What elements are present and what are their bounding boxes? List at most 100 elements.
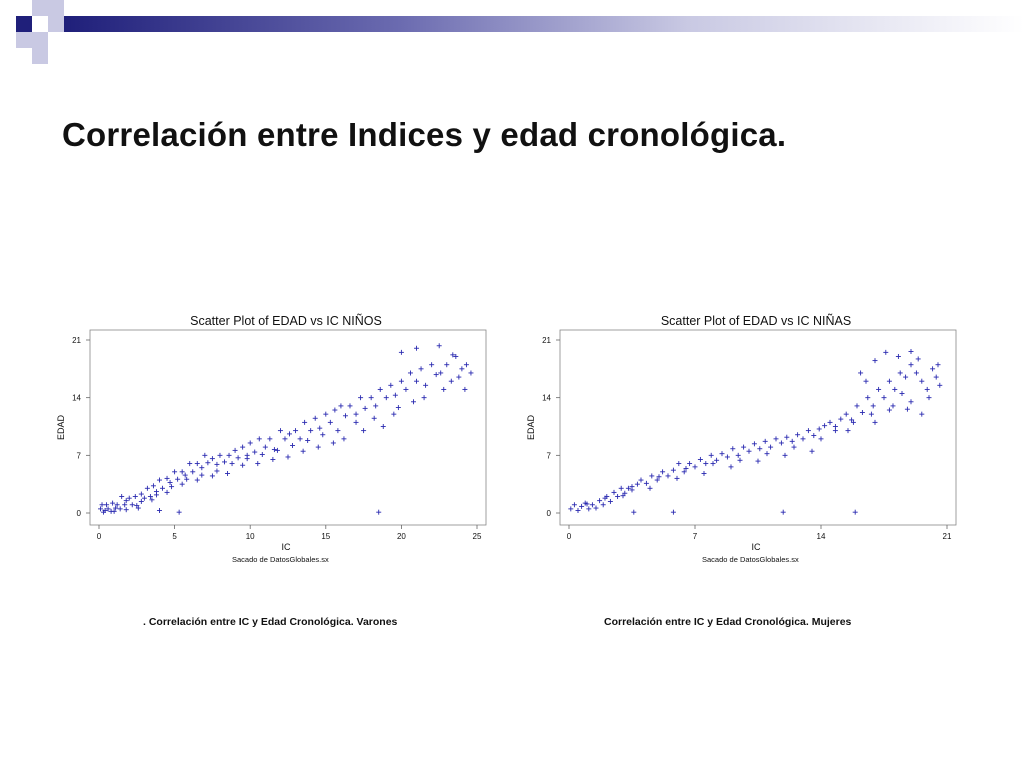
scatter-point: [625, 485, 631, 491]
scatter-point: [872, 419, 878, 425]
scatter-point: [377, 386, 383, 392]
scatter-point: [937, 382, 943, 388]
scatter-point: [172, 469, 178, 475]
scatter-point: [638, 477, 644, 483]
scatter-point: [376, 509, 382, 515]
scatter-point: [730, 446, 736, 452]
scatter-point: [282, 436, 288, 442]
scatter-point: [674, 475, 680, 481]
x-tick-label: 5: [172, 532, 177, 541]
scatter-point: [450, 352, 456, 358]
scatter-point: [863, 378, 869, 384]
scatter-point: [187, 461, 193, 467]
scatter-point: [202, 452, 208, 458]
scatter-point: [881, 395, 887, 401]
scatter-point: [620, 493, 626, 499]
scatter-point: [421, 395, 427, 401]
scatter-point: [105, 506, 111, 512]
scatter-point: [589, 502, 595, 508]
scatter-point: [99, 502, 105, 508]
scatter-point: [335, 428, 341, 434]
scatter-point: [226, 452, 232, 458]
scatter-point: [235, 455, 241, 461]
scatter-point: [164, 475, 170, 481]
y-tick-label: 7: [77, 451, 82, 460]
scatter-point: [403, 386, 409, 392]
scatter-point: [681, 469, 687, 475]
scatter-point: [371, 415, 377, 421]
scatter-point: [423, 382, 429, 388]
scatter-point: [341, 436, 347, 442]
scatter-point: [305, 438, 311, 444]
scatter-point: [915, 356, 921, 362]
scatter-point: [214, 461, 220, 467]
scatter-point: [703, 461, 709, 467]
x-tick-label: 7: [693, 532, 698, 541]
scatter-point: [865, 395, 871, 401]
scatter-point: [701, 470, 707, 476]
chart-svg-ninos: Scatter Plot of EDAD vs IC NIÑOS 0 5 10 15 20…: [56, 314, 487, 564]
scatter-point: [462, 386, 468, 392]
decor-square: [48, 0, 64, 16]
scatter-point: [167, 480, 173, 486]
x-tick-label: 14: [817, 532, 826, 541]
scatter-point: [858, 370, 864, 376]
scatter-point: [114, 502, 120, 508]
decor-square: [32, 32, 48, 48]
scatter-point: [670, 467, 676, 473]
decor-square: [48, 16, 64, 32]
scatter-point: [568, 506, 574, 512]
scatter-point: [930, 366, 936, 372]
scatter-point: [618, 485, 624, 491]
scatter-point: [631, 509, 637, 515]
scatter-point: [315, 444, 321, 450]
scatter-point: [271, 447, 277, 453]
scatter-point: [293, 428, 299, 434]
scatter-point: [643, 480, 649, 486]
scatter-point: [255, 461, 261, 467]
scatter-point: [327, 419, 333, 425]
scatter-point: [615, 494, 621, 500]
scatter-point: [854, 403, 860, 409]
scatter-point: [611, 489, 617, 495]
scatter-point: [175, 476, 181, 482]
caption-left: . Correlación entre IC y Edad Cronológic…: [143, 616, 398, 628]
scatter-point: [205, 460, 211, 466]
scatter-point: [822, 423, 828, 429]
scatter-point: [240, 462, 246, 468]
scatter-point: [919, 378, 925, 384]
scatter-point: [410, 399, 416, 405]
scatter-point: [571, 502, 577, 508]
scatter-point: [285, 454, 291, 460]
scatter-point: [217, 452, 223, 458]
scatter-point: [229, 461, 235, 467]
scatter-point: [852, 509, 858, 515]
chart-svg-ninas: Scatter Plot of EDAD vs IC NIÑAS 0 7 14 21 0 7…: [526, 314, 957, 564]
scatter-point: [194, 477, 200, 483]
scatter-point: [654, 477, 660, 483]
x-tick-label: 0: [567, 532, 572, 541]
scatter-point: [176, 509, 182, 515]
scatter-point: [872, 358, 878, 364]
scatter-point: [876, 386, 882, 392]
scatter-point: [144, 485, 150, 491]
scatter-point: [429, 362, 435, 368]
scatter-point: [153, 492, 159, 498]
scatter-point: [160, 485, 166, 491]
scatter-point: [320, 432, 326, 438]
scatter-point: [453, 353, 459, 359]
scatter-point: [468, 370, 474, 376]
scatter-point: [908, 362, 914, 368]
scatter-point: [904, 406, 910, 412]
scatter-point: [687, 461, 693, 467]
scatter-point: [277, 428, 283, 434]
scatter-point: [308, 428, 314, 434]
x-tick-label: 10: [246, 532, 255, 541]
scatter-point: [780, 509, 786, 515]
scatter-point: [719, 451, 725, 457]
decor-square: [16, 16, 32, 32]
scatter-point: [741, 444, 747, 450]
chart-footnote: Sacado de DatosGlobales.sx: [702, 555, 799, 564]
scatter-point: [459, 366, 465, 372]
caption-right: Correlación entre IC y Edad Cronológica.…: [604, 616, 852, 628]
